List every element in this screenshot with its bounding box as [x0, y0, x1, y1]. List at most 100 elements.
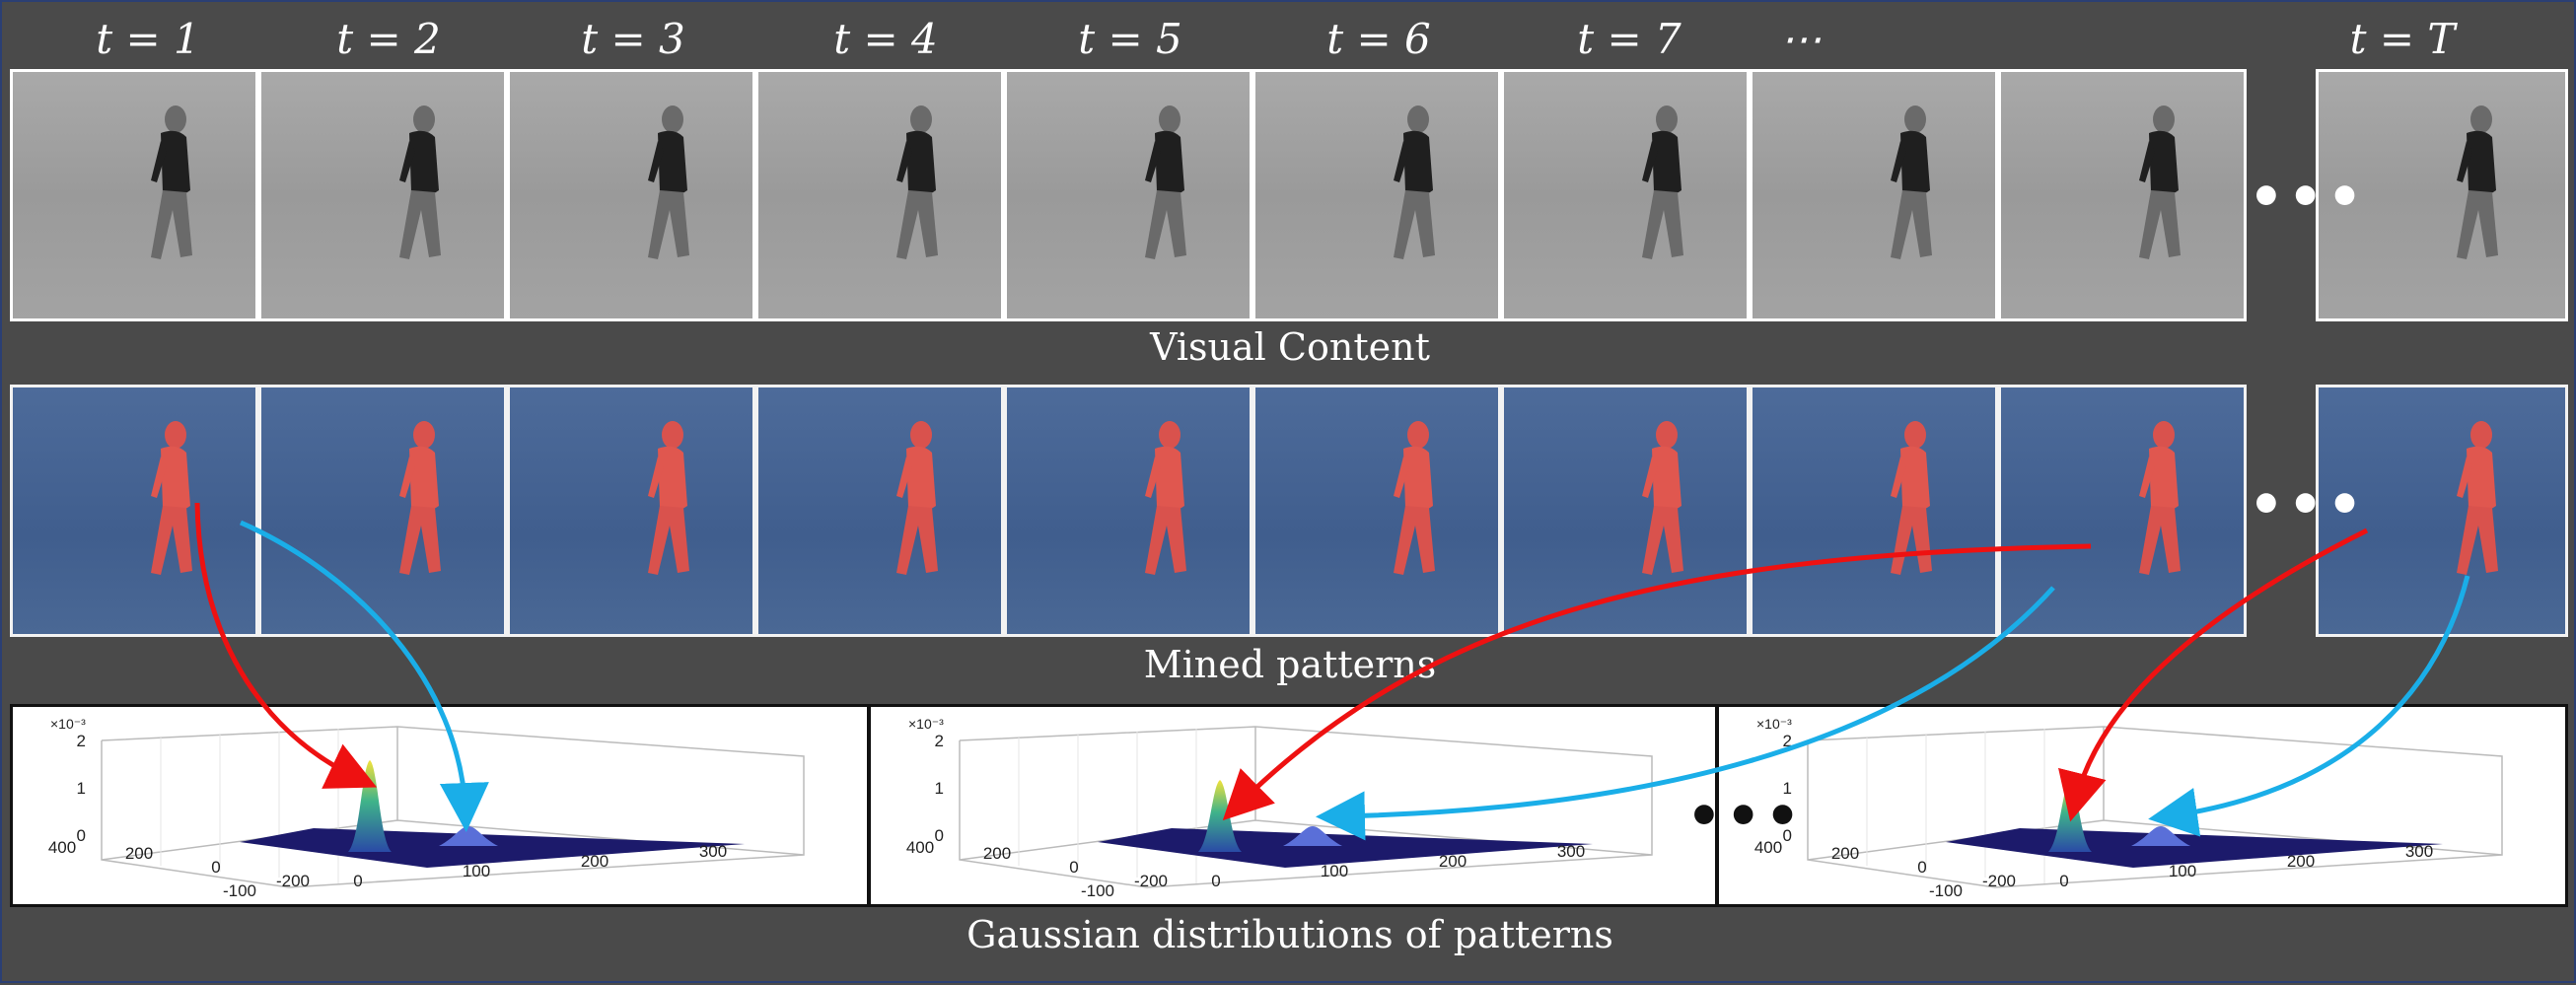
visual-frame-5: [1004, 69, 1252, 321]
gaussian-peak-small: [439, 826, 498, 846]
time-label-T: t = T: [2349, 15, 2456, 63]
gaussian-peak-large: [2048, 780, 2092, 852]
visual-frame-2: [258, 69, 507, 321]
y-tick: 0: [2059, 872, 2068, 890]
walker: [399, 106, 441, 259]
walker: [648, 106, 689, 259]
y-tick: 0: [353, 872, 362, 890]
x-tick: 0: [1917, 858, 1926, 877]
gaussian-peak-small: [1283, 826, 1342, 846]
mined-frame-4: [755, 385, 1004, 637]
y-tick: 300: [699, 842, 727, 861]
mined-frame-5: [1004, 385, 1252, 637]
x-tick: 400: [906, 838, 934, 857]
mined-frame-6: [1252, 385, 1501, 637]
time-label-ellipsis: ⋯: [1780, 15, 1822, 63]
x-tick: 200: [125, 844, 153, 863]
y-tick: 200: [1439, 852, 1467, 871]
gaussian-peak-large: [348, 760, 392, 852]
visual-frame-1: [10, 69, 258, 321]
gaussian-peak-large: [1198, 780, 1242, 852]
highlighted-walker: [648, 421, 689, 575]
z-tick: 2: [935, 732, 944, 750]
highlighted-walker: [1394, 421, 1435, 575]
time-label-5: t = 5: [1078, 15, 1182, 63]
x-tick: 400: [48, 838, 76, 857]
y-tick: -100: [1081, 881, 1114, 900]
visual-frame-4: [755, 69, 1004, 321]
x-tick: 0: [211, 858, 220, 877]
mined-frame-8: [1750, 385, 1998, 637]
mined-frame-3: [507, 385, 755, 637]
highlighted-walker: [1145, 421, 1186, 575]
gaussian-panel-1: ×10⁻³ 2 1 0 400 200 0 -200 -100 0 100 200 300: [10, 704, 870, 907]
y-tick: -100: [223, 881, 256, 900]
mined-frame-2: [258, 385, 507, 637]
z-tick: 0: [1783, 826, 1792, 845]
y-tick: 100: [2169, 862, 2196, 880]
walker: [2457, 106, 2498, 259]
y-tick: 200: [581, 852, 608, 871]
plots-ellipsis: •••: [1686, 784, 1805, 849]
walker: [1642, 106, 1683, 259]
y-tick: -100: [1929, 881, 1963, 900]
time-label-3: t = 3: [581, 15, 685, 63]
highlighted-walker: [1642, 421, 1683, 575]
y-tick: 300: [2405, 842, 2433, 861]
y-tick: 0: [1211, 872, 1220, 890]
highlighted-walker: [2139, 421, 2181, 575]
highlighted-walker: [1891, 421, 1932, 575]
x-tick: 400: [1754, 838, 1782, 857]
time-label-7: t = 7: [1577, 15, 1682, 63]
visual-content-caption: Visual Content: [1150, 325, 1430, 369]
z-tick: 1: [935, 779, 944, 798]
highlighted-walker: [2457, 421, 2498, 575]
time-label-2: t = 2: [336, 15, 441, 63]
visual-frame-9: [1998, 69, 2247, 321]
visual-frame-8: [1750, 69, 1998, 321]
scale-note: ×10⁻³: [50, 716, 86, 732]
visual-frame-7: [1501, 69, 1750, 321]
visual-ellipsis: •••: [2249, 165, 2367, 230]
z-tick: 0: [77, 826, 86, 845]
mined-ellipsis: •••: [2249, 472, 2367, 537]
highlighted-walker: [151, 421, 192, 575]
y-tick: 100: [463, 862, 490, 880]
x-tick: 200: [983, 844, 1011, 863]
y-tick: 200: [2287, 852, 2315, 871]
time-label-6: t = 6: [1326, 15, 1431, 63]
density-plane: [240, 828, 745, 868]
y-tick: 300: [1557, 842, 1585, 861]
x-tick: 0: [1069, 858, 1078, 877]
walker: [1891, 106, 1932, 259]
visual-frame-10: [2316, 69, 2568, 321]
z-tick: 0: [935, 826, 944, 845]
z-tick: 1: [77, 779, 86, 798]
z-tick: 2: [77, 732, 86, 750]
gaussian-panel-2: ×10⁻³ 2 1 0 400 200 0 -200 -100 0 100 200 300: [868, 704, 1718, 907]
gaussian-caption: Gaussian distributions of patterns: [966, 913, 1613, 956]
x-tick: -200: [1134, 872, 1168, 890]
walker: [1145, 106, 1186, 259]
z-tick: 2: [1783, 732, 1792, 750]
visual-frame-6: [1252, 69, 1501, 321]
highlighted-walker: [896, 421, 938, 575]
visual-frame-3: [507, 69, 755, 321]
time-label-1: t = 1: [96, 15, 200, 63]
walker: [896, 106, 938, 259]
walker: [1394, 106, 1435, 259]
mined-frame-7: [1501, 385, 1750, 637]
highlighted-walker: [399, 421, 441, 575]
walker: [151, 106, 192, 259]
mined-frame-9: [1998, 385, 2247, 637]
x-tick: 200: [1831, 844, 1859, 863]
time-label-4: t = 4: [833, 15, 938, 63]
x-tick: -200: [1982, 872, 2016, 890]
walker: [2139, 106, 2181, 259]
gaussian-panel-3: ×10⁻³ 2 1 0 400 200 0 -200 -100 0 100 200 300: [1716, 704, 2568, 907]
scale-note: ×10⁻³: [1756, 716, 1792, 732]
mined-frame-1: [10, 385, 258, 637]
y-tick: 100: [1321, 862, 1348, 880]
scale-note: ×10⁻³: [908, 716, 944, 732]
